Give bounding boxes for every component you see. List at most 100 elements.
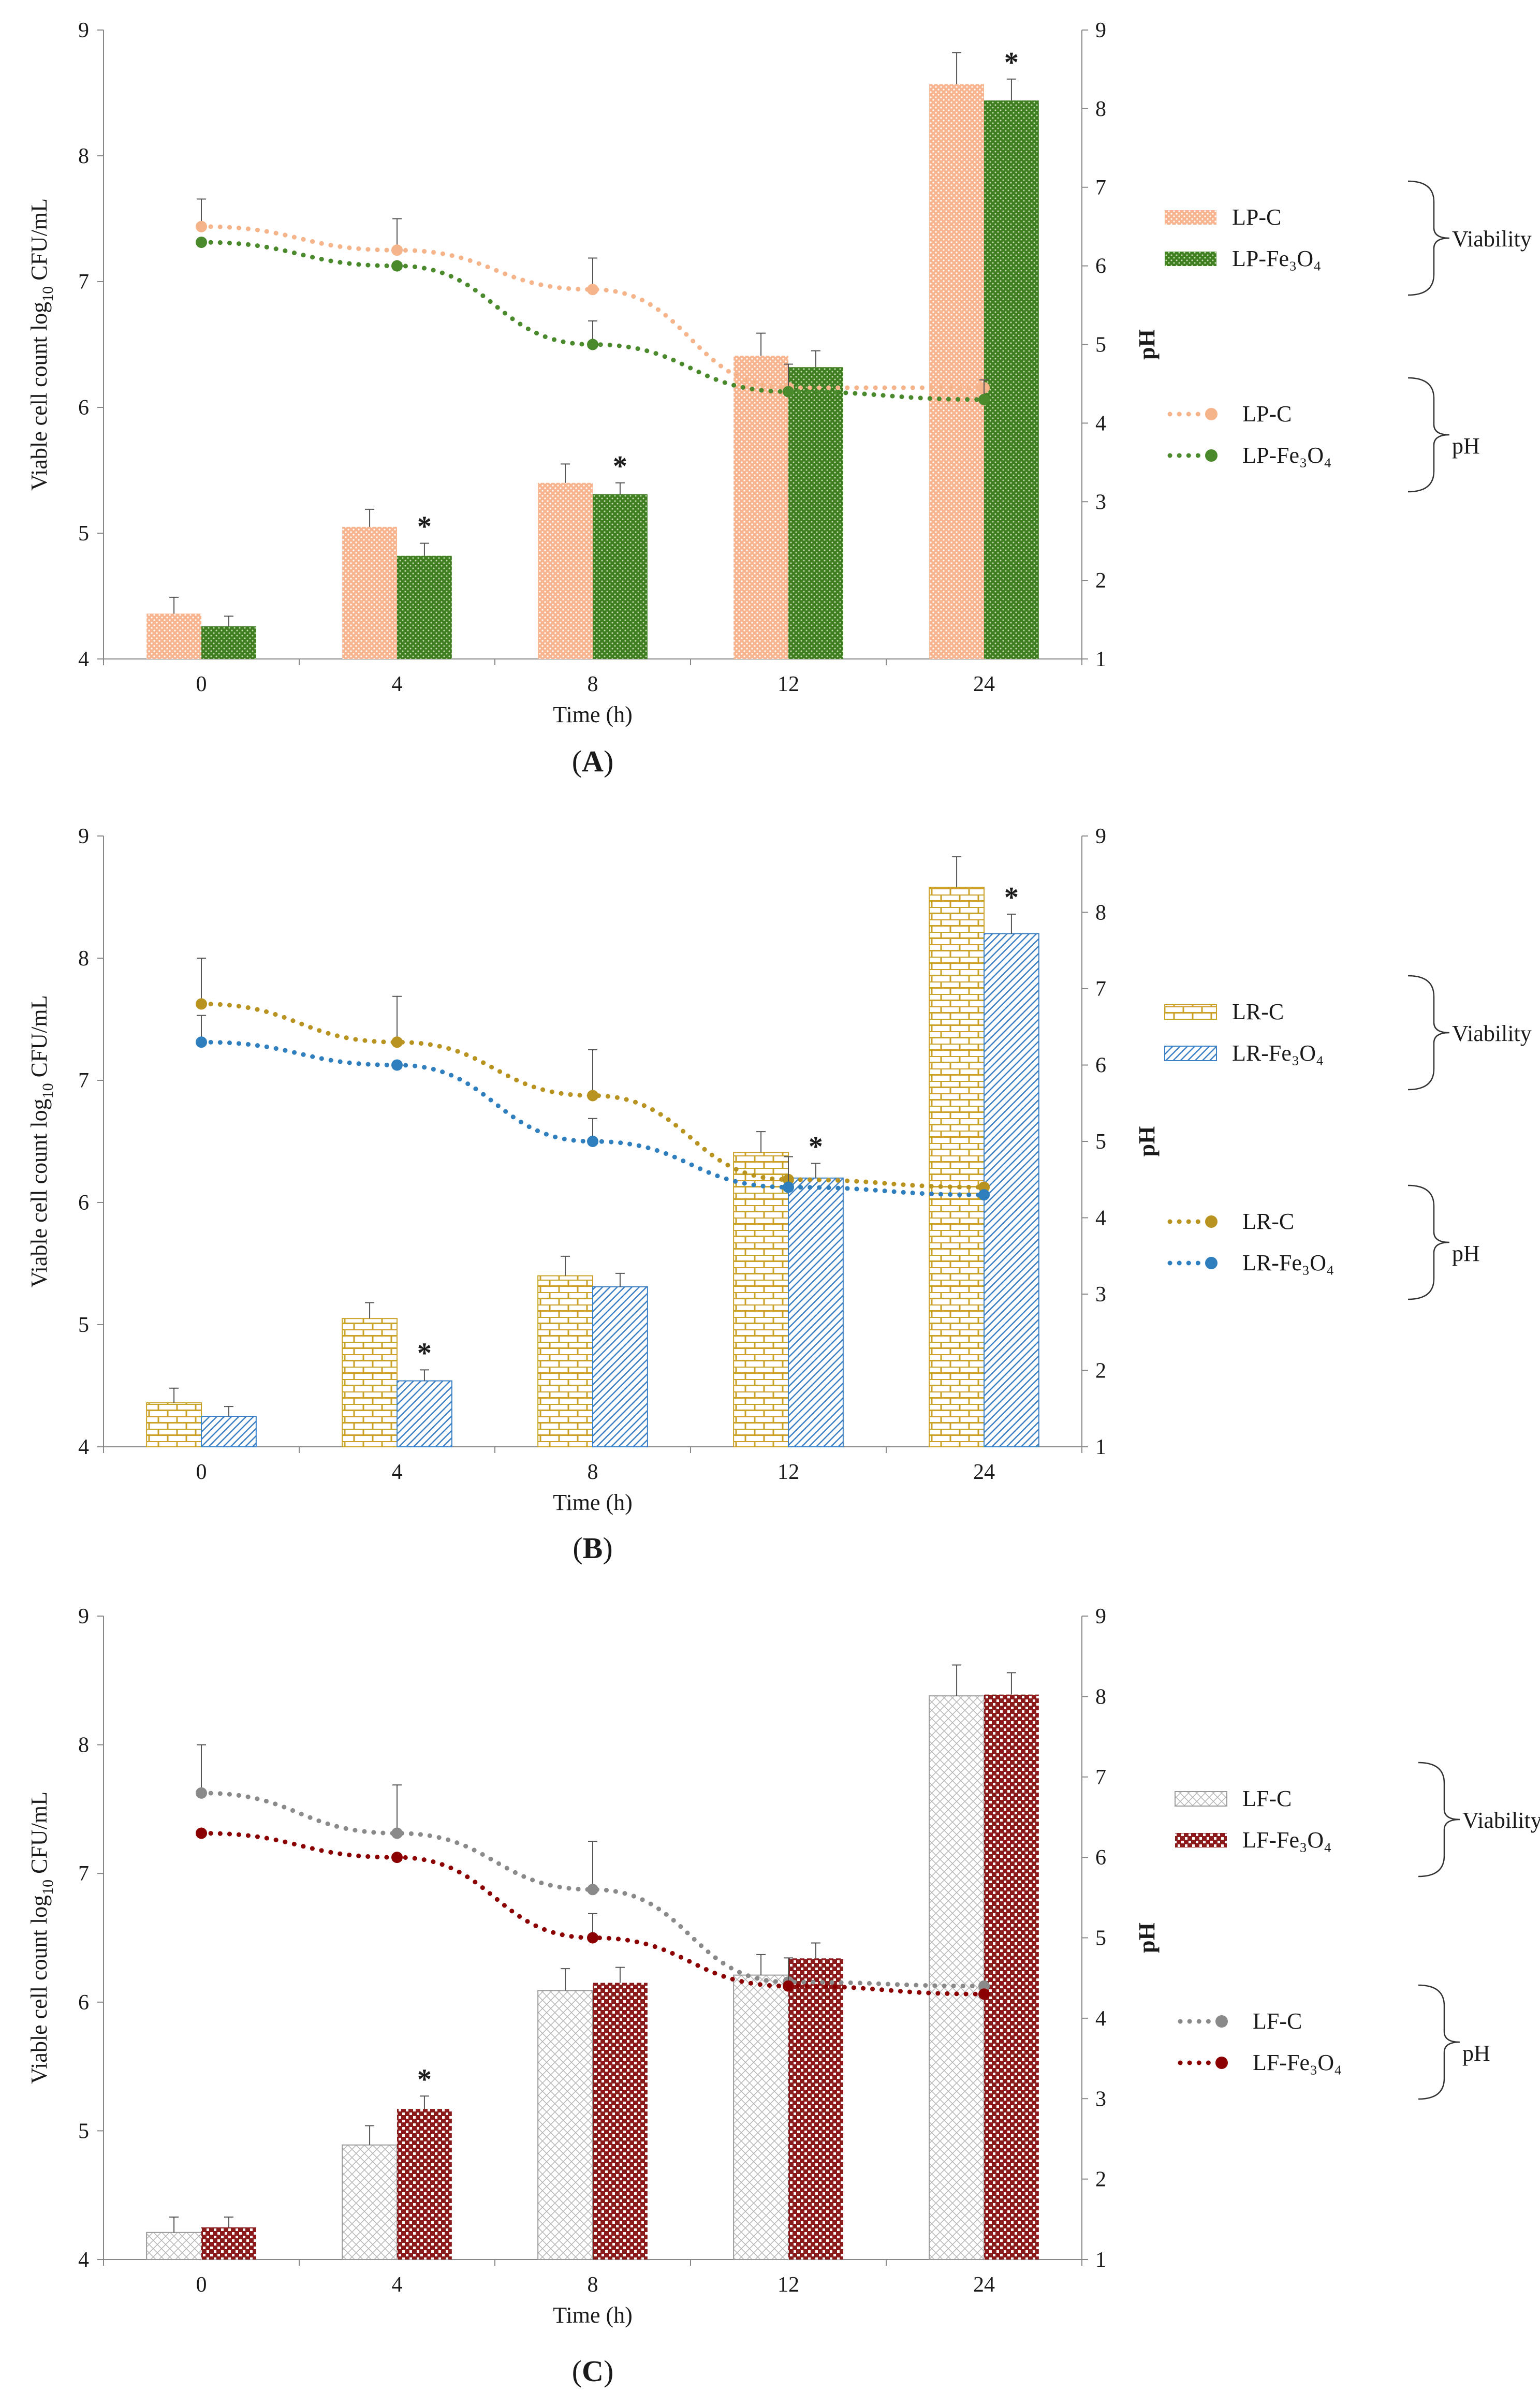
y-tick-label: 4 <box>78 1435 89 1459</box>
bar-LP-Fe₃O₄-12 <box>788 367 843 659</box>
significance-star: * <box>1004 47 1019 79</box>
bar-LR-C-24 <box>929 887 985 1447</box>
bar-LP-Fe₃O₄-4 <box>397 555 452 659</box>
bar-LR-Fe₃O₄-8 <box>592 1286 648 1448</box>
y2-tick-label: 6 <box>1095 1054 1106 1078</box>
legend-label: LP-C <box>1242 401 1292 427</box>
panel-label: (C) <box>572 2354 614 2388</box>
y2-tick-label: 3 <box>1095 1283 1106 1307</box>
significance-star: * <box>417 1337 432 1369</box>
x-tick-label: 8 <box>588 1460 598 1484</box>
bar-LP-C-4 <box>342 526 397 659</box>
bar-LR-Fe₃O₄-12 <box>788 1177 844 1448</box>
y2-tick-label: 8 <box>1095 97 1106 121</box>
y-axis-title: Viable cell count log10 CFU/mL <box>26 995 56 1287</box>
legend-line-marker <box>1205 1257 1218 1269</box>
x-tick-label: 0 <box>196 1460 207 1484</box>
significance-star: * <box>417 2063 432 2095</box>
significance-star: * <box>417 510 432 542</box>
legend-group-ph: pH <box>1462 2041 1490 2066</box>
bar-LR-C-4 <box>342 1318 398 1447</box>
y2-tick-label: 8 <box>1095 1685 1106 1709</box>
ph-point-LF-Fe₃O₄-12 <box>783 1980 794 1992</box>
legend-label: LP-Fe₃O₄ <box>1232 246 1321 271</box>
ph-point-LR-C-0 <box>196 998 207 1010</box>
y2-tick-label: 1 <box>1095 2248 1106 2272</box>
legend-label: LR-C <box>1232 999 1284 1024</box>
y2-tick-label: 5 <box>1095 1130 1106 1154</box>
bar-LR-C-0 <box>146 1402 202 1448</box>
x-tick-label: 8 <box>588 2273 598 2297</box>
legend-brace-viability <box>1407 975 1450 1091</box>
y2-axis-title: pH <box>1134 1923 1160 1953</box>
ph-point-LF-C-8 <box>587 1884 598 1896</box>
bar-LF-Fe₃O₄-0 <box>201 2227 256 2260</box>
y2-tick-label: 7 <box>1095 1766 1106 1789</box>
x-tick-label: 4 <box>392 1460 403 1484</box>
y-tick-label: 9 <box>78 19 89 42</box>
ph-point-LF-Fe₃O₄-0 <box>196 1827 207 1839</box>
y-axis-title: Viable cell count log10 CFU/mL <box>26 1792 56 2084</box>
bar-LF-C-8 <box>537 1990 594 2260</box>
legend-line-marker <box>1215 2015 1228 2028</box>
ph-point-LP-C-4 <box>391 244 403 256</box>
y-tick-label: 6 <box>78 396 89 420</box>
ph-point-LF-C-4 <box>391 1827 403 1839</box>
legend-label: LF-C <box>1253 2008 1302 2034</box>
y2-tick-label: 3 <box>1095 490 1106 514</box>
legend-label: LR-Fe₃O₄ <box>1232 1040 1324 1066</box>
y-tick-label: 9 <box>78 825 89 848</box>
y-tick-label: 8 <box>78 947 89 971</box>
y2-tick-label: 4 <box>1095 2007 1106 2031</box>
ph-point-LF-Fe₃O₄-4 <box>391 1852 403 1864</box>
legend-group-viability: Viability <box>1462 1808 1540 1833</box>
ph-point-LF-C-24 <box>978 1980 990 1992</box>
y-tick-label: 7 <box>78 1862 89 1886</box>
y2-tick-label: 7 <box>1095 176 1106 200</box>
ph-point-LP-Fe₃O₄-4 <box>391 260 403 272</box>
y-tick-label: 4 <box>78 2248 89 2272</box>
ph-point-LP-C-0 <box>196 221 207 232</box>
legend-swatch-LF-C <box>1175 1791 1227 1807</box>
y2-tick-label: 1 <box>1095 1435 1106 1459</box>
y-tick-label: 7 <box>78 270 89 294</box>
y2-tick-label: 7 <box>1095 977 1106 1001</box>
significance-star: * <box>809 1131 823 1163</box>
y2-tick-label: 2 <box>1095 2168 1106 2192</box>
ph-point-LR-Fe₃O₄-4 <box>391 1059 403 1071</box>
y2-tick-label: 9 <box>1095 825 1106 848</box>
legend-swatch-LP-C <box>1165 210 1216 225</box>
legend-line-marker <box>1215 2057 1228 2069</box>
y-tick-label: 5 <box>78 1313 89 1337</box>
legend-label: LF-C <box>1242 1786 1292 1811</box>
ph-point-LP-Fe₃O₄-0 <box>196 237 207 248</box>
legend-label: LF-Fe₃O₄ <box>1242 1827 1331 1853</box>
legend-line-marker <box>1205 1215 1218 1228</box>
x-tick-label: 8 <box>588 672 598 696</box>
ph-point-LF-Fe₃O₄-8 <box>587 1932 598 1944</box>
ph-point-LP-Fe₃O₄-8 <box>587 339 598 350</box>
x-tick-label: 12 <box>778 1460 799 1484</box>
legend-swatch-LR-Fe₃O₄ <box>1164 1046 1217 1061</box>
y2-tick-label: 8 <box>1095 901 1106 925</box>
y-tick-label: 8 <box>78 144 89 168</box>
y2-tick-label: 4 <box>1095 1207 1106 1230</box>
y-axis-title: Viable cell count log10 CFU/mL <box>26 198 56 491</box>
legend-brace-ph <box>1407 1184 1450 1300</box>
y2-tick-label: 9 <box>1095 1605 1106 1629</box>
x-tick-label: 24 <box>973 672 995 696</box>
bar-LP-C-0 <box>146 613 201 659</box>
y2-tick-label: 5 <box>1095 1927 1106 1950</box>
y-tick-label: 6 <box>78 1191 89 1215</box>
ph-point-LR-Fe₃O₄-8 <box>587 1136 598 1147</box>
bar-LF-C-12 <box>733 1974 789 2260</box>
ph-point-LR-Fe₃O₄-12 <box>783 1181 794 1193</box>
legend-label: LF-Fe₃O₄ <box>1253 2050 1342 2075</box>
ph-point-LF-Fe₃O₄-24 <box>978 1988 990 2000</box>
y-tick-label: 4 <box>78 648 89 671</box>
bar-LF-C-24 <box>929 1695 985 2261</box>
y-tick-label: 7 <box>78 1069 89 1093</box>
legend-line-marker <box>1205 408 1218 420</box>
